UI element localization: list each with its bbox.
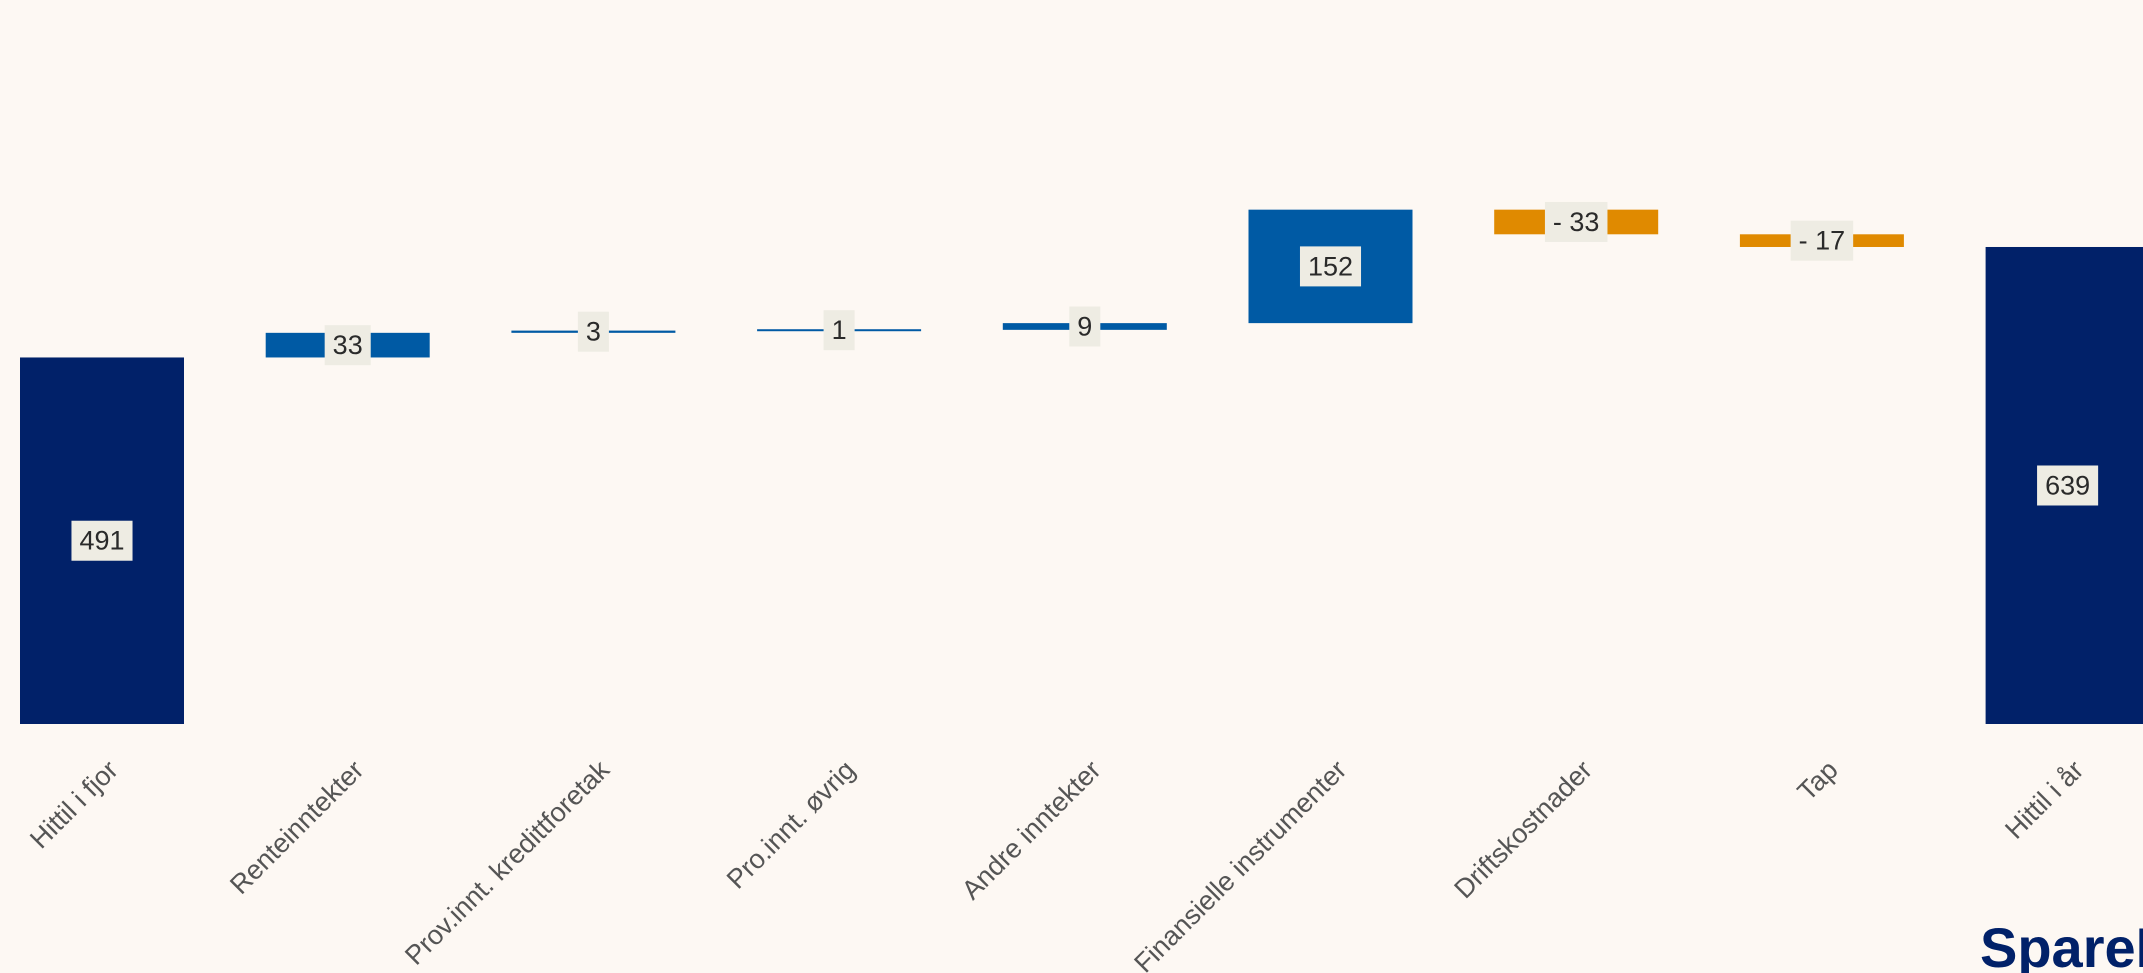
category-label-renteinntekter: Renteinntekter xyxy=(224,755,369,900)
value-label-prov-innt-kredittforetak: 3 xyxy=(577,311,609,352)
sparebank-logo: SpareB xyxy=(1980,916,2143,973)
category-labels-layer: Hittil i fjor Renteinntekter Prov.innt. kr… xyxy=(24,754,2089,973)
value-label-text: 639 xyxy=(2045,470,2090,500)
value-label-bg xyxy=(1299,246,1362,287)
value-label-bg xyxy=(823,310,855,351)
value-label-andre-inntekter: 9 xyxy=(1069,306,1101,347)
value-label-text: 3 xyxy=(586,317,601,347)
value-label-bg xyxy=(577,311,609,352)
category-label-driftskostnader: Driftskostnader xyxy=(1448,755,1598,905)
category-label-pro-innt-ovrig: Pro.innt. øvrig xyxy=(721,755,861,895)
category-label-finansielle-instrumenter: Finansielle instrumenter xyxy=(1128,755,1352,973)
category-label-hittil-i-ar: Hittil i år xyxy=(1999,755,2089,845)
value-label-bg xyxy=(71,520,133,561)
value-label-text: 33 xyxy=(333,330,363,360)
value-label-finansielle-instrumenter: 152 xyxy=(1299,246,1362,287)
value-label-bg xyxy=(1544,201,1608,242)
value-label-bg xyxy=(324,325,371,366)
value-label-renteinntekter: 33 xyxy=(324,325,371,366)
value-label-text: 152 xyxy=(1308,251,1353,281)
category-label-prov-innt-kredittforetak: Prov.innt. kredittforetak xyxy=(399,754,615,970)
value-label-text: 491 xyxy=(79,526,124,556)
value-label-bg xyxy=(2037,465,2099,506)
value-label-text: - 33 xyxy=(1553,207,1600,237)
value-label-text: 1 xyxy=(832,315,847,345)
category-label-tap: Tap xyxy=(1792,755,1844,807)
value-label-hittil-i-fjor: 491 xyxy=(71,520,133,561)
value-label-text: 9 xyxy=(1077,311,1092,341)
value-label-pro-innt-ovrig: 1 xyxy=(823,310,855,351)
category-label-hittil-i-fjor: Hittil i fjor xyxy=(24,755,124,855)
value-label-hittil-i-ar: 639 xyxy=(2037,465,2099,506)
value-label-text: - 17 xyxy=(1799,226,1846,256)
category-label-andre-inntekter: Andre inntekter xyxy=(956,755,1107,906)
value-label-tap: - 17 xyxy=(1790,220,1854,261)
value-label-driftskostnader: - 33 xyxy=(1544,201,1608,242)
value-label-bg xyxy=(1069,306,1101,347)
bars-layer xyxy=(20,209,2143,724)
value-label-bg xyxy=(1790,220,1854,261)
